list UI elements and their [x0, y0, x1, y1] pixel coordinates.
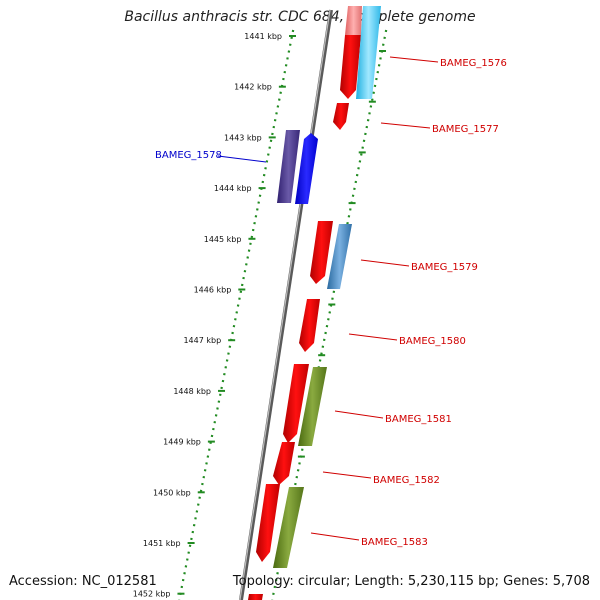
leader-lines [217, 56, 439, 541]
gene-bar-1578b[interactable] [295, 133, 318, 204]
gene-bar-1580[interactable] [299, 299, 320, 352]
gene-bar-1576b[interactable] [356, 6, 381, 99]
gene-label-1577[interactable]: BAMEG_1577 [432, 124, 499, 135]
kbp-label: 1452 kbp [133, 590, 171, 599]
kbp-label: 1444 kbp [214, 184, 252, 193]
left-scale-line [178, 29, 295, 600]
gene-bar-1578a[interactable] [277, 130, 300, 203]
kbp-label: 1446 kbp [194, 286, 232, 295]
kbp-label: 1448 kbp [173, 387, 211, 396]
kbp-label: 1442 kbp [234, 83, 272, 92]
gene-label-1579[interactable]: BAMEG_1579 [411, 262, 478, 273]
gene-bar-1576a[interactable] [340, 35, 361, 99]
kbp-label: 1449 kbp [163, 438, 201, 447]
kbp-label: 1441 kbp [244, 32, 282, 41]
gene-bar-1583a[interactable] [256, 484, 280, 562]
genome-backbone [239, 9, 333, 600]
gene-bar-1583b[interactable] [273, 487, 304, 568]
gene-features [248, 6, 381, 600]
gene-label-1582[interactable]: BAMEG_1582 [373, 475, 440, 486]
kbp-label: 1451 kbp [143, 539, 181, 548]
gene-bar-1582[interactable] [273, 442, 295, 485]
kbp-ticks [177, 35, 386, 595]
accession-text: Accession: NC_012581 [9, 574, 157, 589]
kbp-label: 1443 kbp [224, 133, 262, 142]
gene-bar-1581b[interactable] [298, 367, 327, 446]
gene-label-1583[interactable]: BAMEG_1583 [361, 537, 428, 548]
genome-title: Bacillus anthracis str. CDC 684, complet… [124, 9, 476, 25]
gene-bar-1577[interactable] [333, 103, 349, 130]
kbp-label: 1445 kbp [204, 235, 242, 244]
gene-labels: BAMEG_1576 BAMEG_1577 BAMEG_1578 BAMEG_1… [155, 58, 507, 548]
topology-text: Topology: circular; Length: 5,230,115 bp… [232, 574, 590, 589]
gene-label-1576[interactable]: BAMEG_1576 [440, 58, 507, 69]
kbp-labels: 1441 kbp 1442 kbp 1443 kbp 1444 kbp 1445 kbp… [133, 32, 282, 599]
gene-label-1580[interactable]: BAMEG_1580 [399, 336, 466, 347]
gene-bar-1579b[interactable] [327, 224, 352, 289]
gene-bar-1581a[interactable] [283, 364, 309, 443]
kbp-label: 1447 kbp [183, 336, 221, 345]
kbp-label: 1450 kbp [153, 488, 191, 497]
gene-label-1581[interactable]: BAMEG_1581 [385, 414, 452, 425]
gene-bar-1584[interactable] [248, 594, 263, 600]
gene-label-1578[interactable]: BAMEG_1578 [155, 150, 222, 161]
gene-bar-1579a[interactable] [310, 221, 333, 284]
